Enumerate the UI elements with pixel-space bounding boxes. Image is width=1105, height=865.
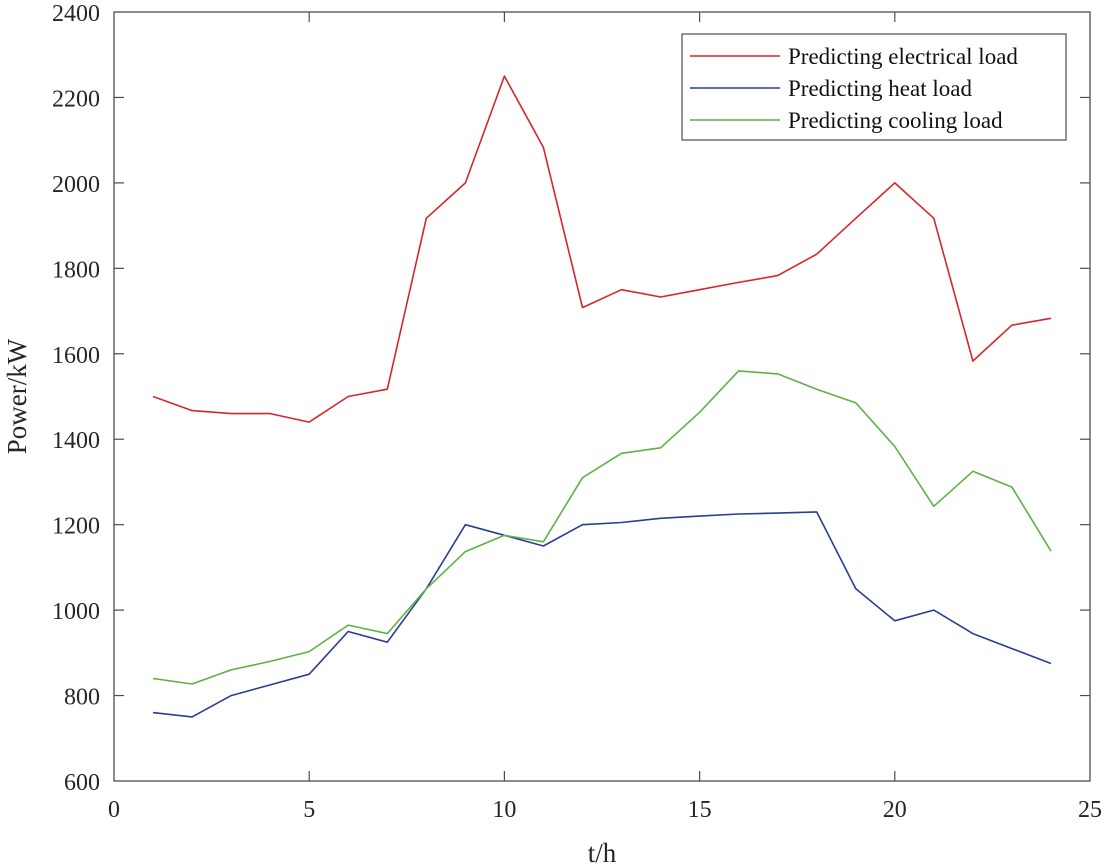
y-tick-label: 2400	[52, 1, 100, 27]
axes: 0 5 10 15 20 25 600 800 1000 1200 1400 1600 1800 2000…	[52, 1, 1102, 823]
legend: Predicting electrical load Predicting hea…	[681, 33, 1067, 141]
x-tick-label: 15	[688, 797, 712, 823]
x-tick-label: 5	[303, 797, 315, 823]
x-tick-label: 0	[108, 797, 120, 823]
y-tick-label: 2200	[52, 86, 100, 112]
x-tick-label: 20	[883, 797, 907, 823]
x-tick-label: 10	[492, 797, 516, 823]
y-tick-label: 600	[64, 770, 100, 796]
legend-label: Predicting heat load	[788, 76, 972, 101]
x-tick-label: 25	[1078, 797, 1102, 823]
series-layer	[152, 75, 1052, 718]
y-tick-label: 1400	[52, 428, 100, 454]
legend-box	[681, 33, 1067, 141]
y-tick-label: 1600	[52, 343, 100, 369]
series-line-1	[152, 511, 1052, 718]
x-axis-label: t/h	[588, 838, 617, 865]
y-tick-label: 800	[64, 685, 100, 711]
series-line-2	[152, 370, 1052, 685]
y-tick-label: 1800	[52, 257, 100, 283]
legend-item-2: Predicting cooling load	[690, 108, 1003, 133]
legend-item-0: Predicting electrical load	[690, 44, 1018, 69]
y-tick-label: 2000	[52, 172, 100, 198]
axes-box	[113, 11, 1091, 782]
y-axis-label: Power/kW	[2, 338, 32, 454]
y-tick-label: 1200	[52, 514, 100, 540]
y-tick-label: 1000	[52, 599, 100, 625]
legend-label: Predicting cooling load	[788, 108, 1003, 133]
series-line-0	[152, 75, 1052, 423]
legend-label: Predicting electrical load	[788, 44, 1018, 69]
legend-item-1: Predicting heat load	[690, 76, 972, 101]
